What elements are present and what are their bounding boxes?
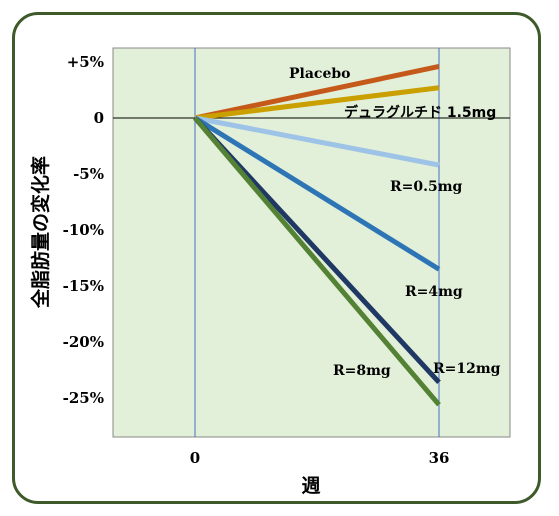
series-line-r-8mg — [193, 116, 441, 407]
grid — [113, 48, 510, 437]
series-label: Placebo — [289, 66, 350, 82]
series-labels: Placebo デュラグルチド 1.5mg R=0.5mg R=4mg R=12mg R=… — [289, 66, 501, 379]
series-line-placebo — [194, 64, 440, 121]
series-line--1.5mg — [194, 85, 440, 121]
y-tick-label: +5% — [67, 53, 104, 71]
series-label: R=0.5mg — [390, 179, 463, 195]
series-label: R=8mg — [333, 363, 391, 379]
x-tick-label: 36 — [429, 449, 450, 467]
series-line-r-0.5mg — [194, 115, 440, 168]
x-axis-title: 週 — [301, 475, 320, 497]
series-lines — [193, 64, 441, 407]
series-line-r-4mg — [193, 115, 441, 272]
tick-labels: +5% 0 -5% -10% -15% -20% -25% 0 36 — [63, 53, 450, 467]
y-tick-label: -25% — [63, 389, 104, 407]
y-tick-label: -15% — [63, 277, 104, 295]
y-tick-label: -5% — [73, 165, 104, 183]
x-tick-label: 0 — [190, 449, 200, 467]
y-tick-label: -20% — [63, 333, 104, 351]
series-label: R=12mg — [433, 361, 501, 377]
series-label: R=4mg — [405, 284, 463, 300]
y-axis-title: 全脂肪量の変化率 — [29, 156, 52, 309]
y-tick-label: 0 — [94, 109, 104, 127]
y-tick-label: -10% — [63, 221, 104, 239]
series-label: デュラグルチド 1.5mg — [344, 104, 496, 121]
